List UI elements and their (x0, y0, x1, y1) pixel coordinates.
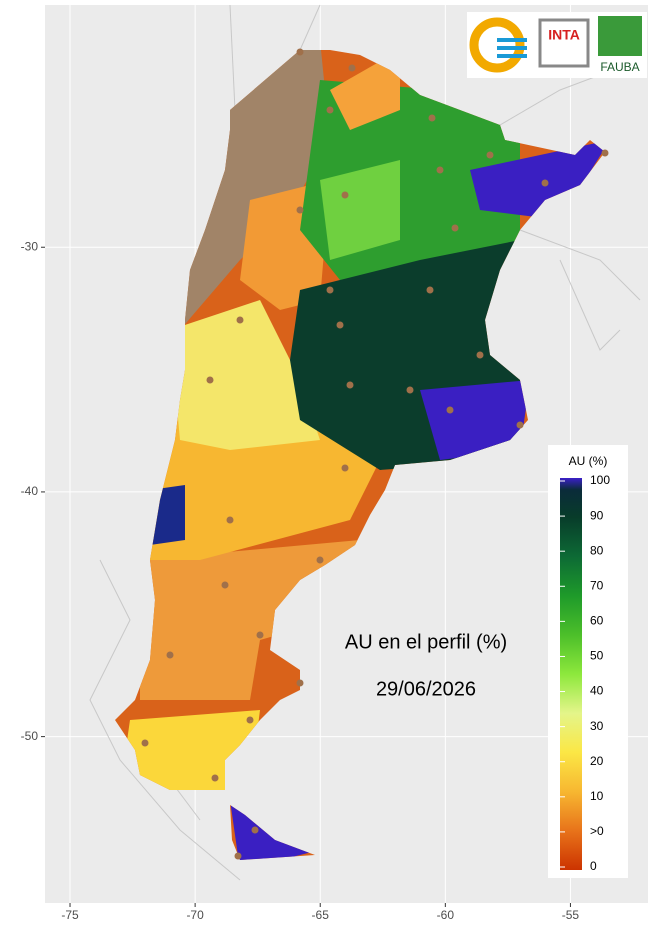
colorbar (560, 478, 582, 870)
annotation: AU en el perfil (%) (345, 631, 507, 653)
legend-label: 50 (590, 649, 604, 663)
y-tick-label: -30 (21, 239, 39, 253)
annotation: 29/06/2026 (376, 678, 476, 700)
legend-label: 40 (590, 684, 604, 698)
legend-label: 100 (590, 473, 610, 487)
logo-circle (469, 17, 525, 73)
legend-label: 20 (590, 754, 604, 768)
neighbor-borders (89, 4, 641, 881)
legend-label: >0 (590, 824, 604, 838)
inta-logo (538, 18, 590, 68)
x-tick-label: -60 (437, 908, 455, 922)
logo-waves (497, 38, 527, 58)
y-tick-label: -40 (21, 484, 39, 498)
legend-label: 80 (590, 543, 604, 557)
inta-text: INTA (548, 27, 580, 43)
y-tick-label: -50 (21, 729, 39, 743)
legend-title: AU (%) (569, 454, 608, 468)
legend-label: 60 (590, 614, 604, 628)
stations (141, 48, 609, 860)
legend-label: 0 (590, 859, 597, 873)
x-tick-label: -70 (186, 908, 204, 922)
legend-label: 90 (590, 508, 604, 522)
x-tick-label: -65 (312, 908, 330, 922)
fauba-mark (598, 16, 642, 56)
fauba-text: FAUBA (600, 60, 639, 74)
legend-label: 30 (590, 719, 604, 733)
x-tick-label: -55 (562, 908, 580, 922)
legend-label: 10 (590, 789, 604, 803)
legend-label: 70 (590, 578, 604, 592)
x-tick-label: -75 (61, 908, 79, 922)
